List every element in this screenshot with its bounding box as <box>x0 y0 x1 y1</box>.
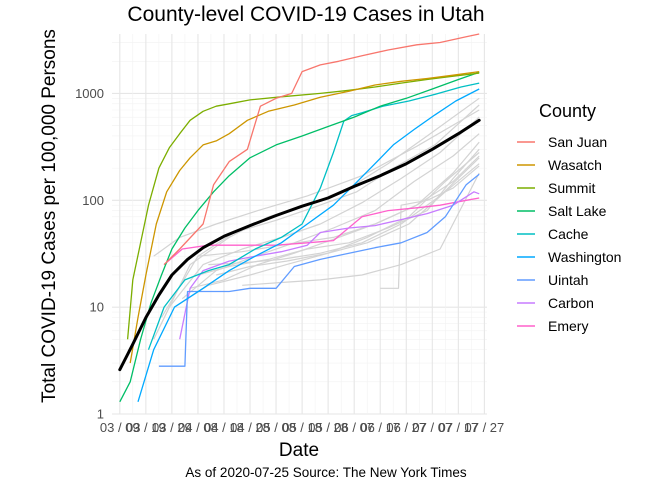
series-line-washington <box>137 88 480 402</box>
x-tick-label: 07 / 07 <box>412 420 452 435</box>
y-tick-label: 1 <box>97 407 104 422</box>
other-county-line <box>153 109 480 257</box>
other-county-line <box>181 133 480 300</box>
other-county-line <box>380 165 480 289</box>
legend-label: Cache <box>548 226 589 242</box>
state-trend-line <box>118 118 481 372</box>
x-tick-label: 03 / 19 <box>126 420 166 435</box>
legend-label: San Juan <box>548 134 607 150</box>
y-tick-label: 10 <box>90 300 104 315</box>
series-line-wasatch <box>129 70 480 364</box>
legend-label: Carbon <box>548 295 594 311</box>
x-tick-label: 05 / 18 <box>282 420 322 435</box>
series-line-carbon <box>179 191 480 340</box>
other-county-lines <box>153 97 480 340</box>
chart-title: County-level COVID-19 Cases in Utah <box>127 3 484 26</box>
legend-label: Emery <box>548 318 588 334</box>
y-tick-label: 1000 <box>75 86 104 101</box>
state-trend-path <box>118 118 481 372</box>
legend-title: County <box>539 101 596 121</box>
other-county-line <box>168 116 480 308</box>
other-county-line <box>153 97 480 340</box>
series-line-uintah <box>158 173 480 367</box>
x-tick-label: 06 / 07 <box>334 420 374 435</box>
other-county-line <box>197 155 480 257</box>
legend-label: Wasatch <box>548 157 602 173</box>
x-tick-label: 04 / 18 <box>204 420 244 435</box>
other-county-line <box>189 141 480 289</box>
county-lines <box>119 33 480 403</box>
legend-label: Uintah <box>548 272 588 288</box>
legend: County San Juan Wasatch Summit Salt Lake Cac… <box>517 101 621 334</box>
other-county-line <box>160 104 480 318</box>
x-tick-label: 04 / 28 <box>230 420 270 435</box>
y-axis-title: Total COVID-19 Cases per 100,000 Persons <box>39 29 60 403</box>
other-county-line <box>197 148 480 276</box>
x-axis-title: Date <box>279 440 319 461</box>
x-tick-label: 03 / 29 <box>152 420 192 435</box>
x-tick-label: 05 / 28 <box>308 420 348 435</box>
legend-label: Salt Lake <box>548 203 607 219</box>
grid <box>112 34 487 415</box>
series-line-cache <box>147 82 480 350</box>
y-tick-label: 100 <box>82 193 104 208</box>
legend-label: Washington <box>548 249 621 265</box>
series-line-salt-lake <box>119 71 480 403</box>
series-line-san-juan <box>163 33 480 266</box>
chart-caption: As of 2020-07-25 Source: The New York Ti… <box>185 465 466 480</box>
x-tick-label: 07 / 27 <box>465 420 505 435</box>
other-county-line <box>208 157 480 266</box>
x-tick-label: 05 / 08 <box>256 420 296 435</box>
y-axis-ticks: 1 10 100 1000 <box>75 86 104 422</box>
legend-label: Summit <box>548 180 596 196</box>
series-line-summit <box>126 72 480 340</box>
x-tick-label: 03 / 09 <box>100 420 140 435</box>
other-county-line <box>216 163 480 276</box>
x-tick-label: 06 / 17 <box>360 420 400 435</box>
x-tick-label: 04 / 08 <box>178 420 218 435</box>
x-tick-label: 06 / 27 <box>386 420 426 435</box>
x-tick-label: 07 / 17 <box>438 420 478 435</box>
